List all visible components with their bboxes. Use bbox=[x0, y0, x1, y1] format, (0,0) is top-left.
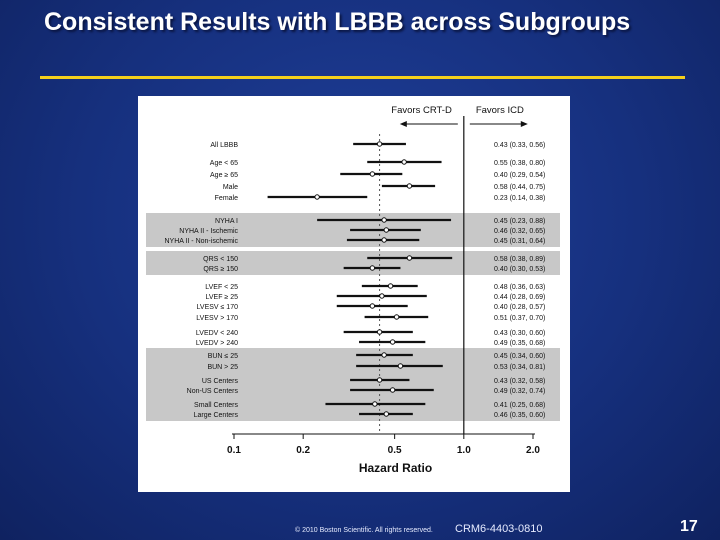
row-label: NYHA II - Non-ischemic bbox=[164, 238, 238, 245]
forest-plot-panel: Favors CRT-D Favors ICD All LBBB 0.43 (0.33… bbox=[138, 96, 570, 492]
point-estimate bbox=[369, 265, 376, 271]
point-estimate bbox=[389, 387, 396, 393]
point-estimate bbox=[401, 159, 407, 165]
row-value: 0.40 (0.28, 0.57) bbox=[494, 304, 545, 311]
x-tick-label: 0.5 bbox=[388, 445, 402, 456]
point-estimate bbox=[314, 194, 320, 200]
row-value: 0.46 (0.35, 0.60) bbox=[494, 412, 545, 419]
point-estimate bbox=[383, 411, 390, 417]
row-value: 0.45 (0.23, 0.88) bbox=[494, 218, 545, 225]
favors-left-arrowhead bbox=[399, 121, 407, 127]
row-label: QRS ≥ 150 bbox=[203, 266, 238, 273]
row-value: 0.40 (0.30, 0.53) bbox=[494, 266, 545, 273]
row-label: US Centers bbox=[202, 378, 239, 385]
row-label: LVEDV < 240 bbox=[196, 330, 238, 337]
row-value: 0.49 (0.32, 0.74) bbox=[494, 388, 545, 395]
point-estimate bbox=[369, 303, 376, 309]
shaded-group-band bbox=[146, 251, 560, 275]
row-value: 0.41 (0.25, 0.68) bbox=[494, 402, 545, 409]
title-underline bbox=[40, 76, 685, 79]
slide-title: Consistent Results with LBBB across Subg… bbox=[44, 8, 631, 36]
row-label: Age < 65 bbox=[210, 160, 238, 167]
row-label: LVESV ≤ 170 bbox=[197, 304, 239, 311]
point-estimate bbox=[406, 183, 413, 189]
favors-right-label: Favors ICD bbox=[476, 105, 524, 116]
row-value: 0.55 (0.38, 0.80) bbox=[494, 160, 545, 167]
document-code: CRM6-4403-0810 bbox=[455, 523, 543, 535]
row-label: All LBBB bbox=[210, 142, 238, 149]
point-estimate bbox=[369, 171, 376, 177]
row-value: 0.58 (0.38, 0.89) bbox=[494, 256, 545, 263]
row-label: NYHA II - Ischemic bbox=[179, 228, 238, 235]
row-value: 0.44 (0.28, 0.69) bbox=[494, 294, 545, 301]
point-estimate bbox=[372, 401, 378, 407]
row-label: NYHA I bbox=[215, 218, 238, 225]
row-value: 0.43 (0.30, 0.60) bbox=[494, 330, 545, 337]
row-value: 0.43 (0.33, 0.56) bbox=[494, 142, 545, 149]
row-value: 0.40 (0.29, 0.54) bbox=[494, 172, 545, 179]
x-tick-label: 0.2 bbox=[296, 445, 310, 456]
x-tick-label: 1.0 bbox=[457, 445, 471, 456]
favors-right-arrowhead bbox=[520, 121, 528, 127]
row-label: BUN ≤ 25 bbox=[208, 353, 238, 360]
row-label: LVEDV > 240 bbox=[196, 340, 238, 347]
point-estimate bbox=[381, 237, 387, 243]
point-estimate bbox=[406, 255, 413, 261]
point-estimate bbox=[383, 227, 390, 233]
point-estimate bbox=[381, 217, 387, 223]
copyright-text: © 2010 Boston Scientific. All rights res… bbox=[295, 527, 433, 534]
row-label: Large Centers bbox=[194, 412, 239, 419]
point-estimate bbox=[389, 339, 396, 345]
page-number: 17 bbox=[680, 518, 698, 535]
row-label: QRS < 150 bbox=[203, 256, 238, 263]
row-label: BUN > 25 bbox=[207, 364, 238, 371]
shaded-group-band bbox=[146, 348, 560, 421]
point-estimate bbox=[376, 141, 383, 147]
row-label: LVEF < 25 bbox=[205, 284, 238, 291]
x-axis-label: Hazard Ratio bbox=[359, 461, 432, 475]
point-estimate bbox=[397, 363, 404, 369]
favors-left-label: Favors CRT-D bbox=[391, 105, 452, 116]
row-value: 0.58 (0.44, 0.75) bbox=[494, 184, 545, 191]
row-label: LVEF ≥ 25 bbox=[205, 294, 238, 301]
row-value: 0.45 (0.34, 0.60) bbox=[494, 353, 545, 360]
row-label: LVESV > 170 bbox=[196, 315, 238, 322]
row-label: Female bbox=[215, 195, 238, 202]
row-value: 0.23 (0.14, 0.38) bbox=[494, 195, 545, 202]
row-value: 0.43 (0.32, 0.58) bbox=[494, 378, 545, 385]
x-tick-label: 0.1 bbox=[227, 445, 241, 456]
row-value: 0.46 (0.32, 0.65) bbox=[494, 228, 545, 235]
point-estimate bbox=[387, 283, 394, 289]
x-tick-label: 2.0 bbox=[526, 445, 540, 456]
row-value: 0.49 (0.35, 0.68) bbox=[494, 340, 545, 347]
row-value: 0.51 (0.37, 0.70) bbox=[494, 315, 545, 322]
row-label: Age ≥ 65 bbox=[210, 172, 238, 179]
point-estimate bbox=[376, 329, 383, 335]
point-estimate bbox=[393, 314, 400, 320]
point-estimate bbox=[379, 293, 385, 299]
forest-plot: Favors CRT-D Favors ICD All LBBB 0.43 (0.33… bbox=[146, 105, 560, 475]
row-label: Non-US Centers bbox=[187, 388, 239, 395]
row-value: 0.53 (0.34, 0.81) bbox=[494, 364, 545, 371]
row-value: 0.48 (0.36, 0.63) bbox=[494, 284, 545, 291]
row-label: Small Centers bbox=[194, 402, 238, 409]
row-value: 0.45 (0.31, 0.64) bbox=[494, 238, 545, 245]
point-estimate bbox=[381, 352, 387, 358]
point-estimate bbox=[376, 377, 383, 383]
row-label: Male bbox=[223, 184, 238, 191]
